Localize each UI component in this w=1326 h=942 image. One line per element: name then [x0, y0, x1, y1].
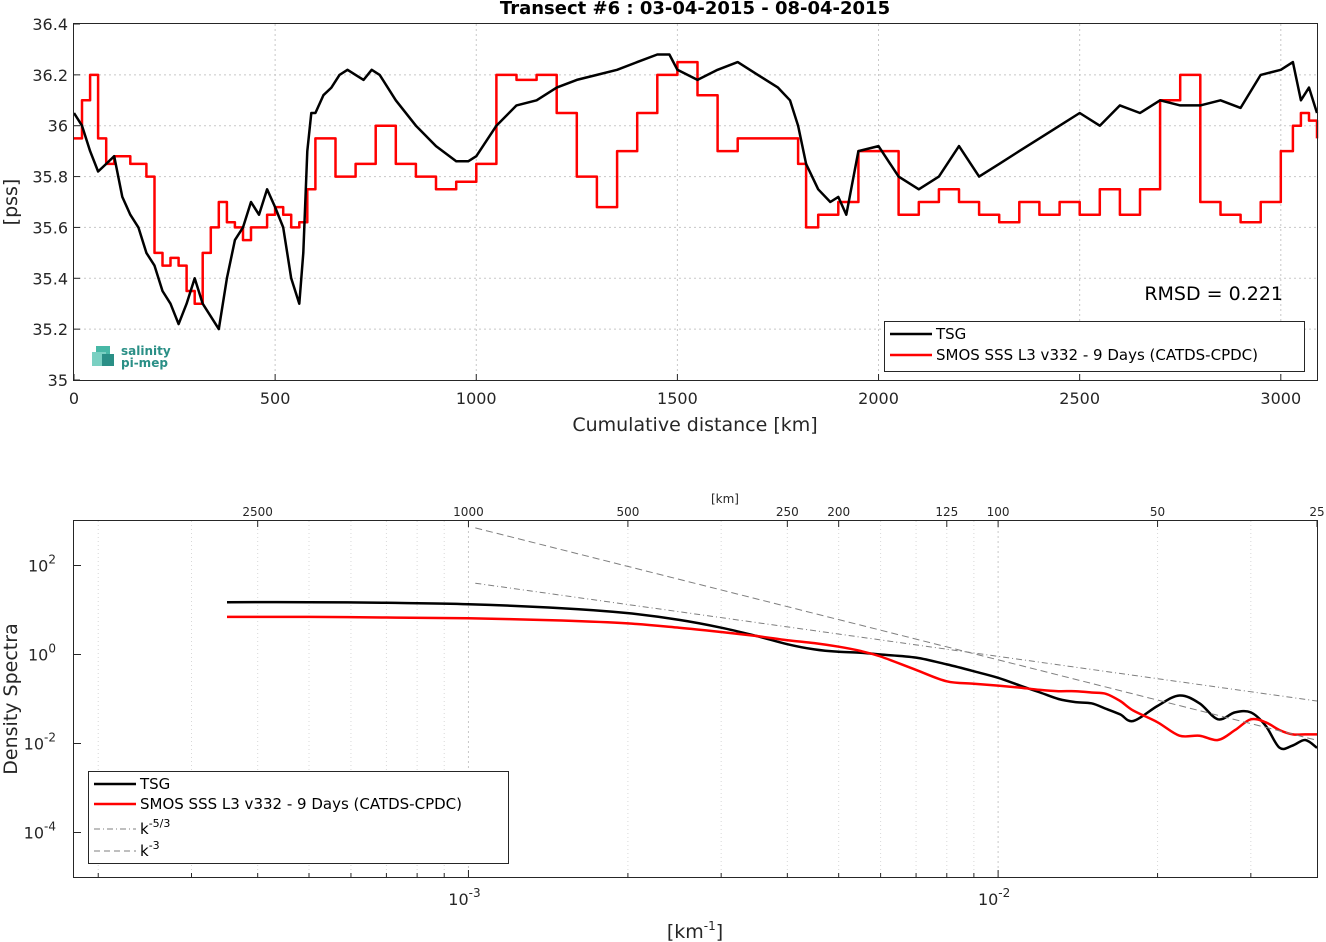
bottom-y-tick-exp-1: -2 — [44, 731, 56, 745]
top-chart-series — [72, 53, 1319, 331]
bottom-top-tick-label-1000: 1000 — [453, 505, 484, 519]
top-y-tick-label-6: 36.2 — [32, 66, 68, 85]
bottom-x-tick-exp-1: -2 — [998, 886, 1010, 900]
bottom-x-tick-exp-0: -3 — [469, 886, 481, 900]
top-y-tick-label-4: 35.8 — [32, 168, 68, 187]
bottom-chart-legend: TSG SMOS SSS L3 v332 - 9 Days (CATDS-CPD… — [88, 771, 509, 864]
top-x-tick-label-2500: 2500 — [1059, 389, 1100, 408]
bottom-legend-box — [88, 771, 509, 864]
top-series-line-smos-sss-l3-v332-9-days-catds-cpdc — [74, 60, 1319, 305]
bottom-top-tick-label-200: 200 — [827, 505, 850, 519]
bottom-y-tick-base-3: 10 — [28, 557, 48, 576]
bottom-legend-label-tsg: TSG — [139, 775, 170, 793]
top-x-tick-label-3000: 3000 — [1260, 389, 1301, 408]
top-y-tick-label-7: 36.4 — [32, 15, 68, 34]
bottom-y-tick-exp-3: 2 — [48, 553, 56, 567]
bottom-y-tick-label-3: 102 — [28, 553, 56, 576]
bottom-y-tick-exp-2: 0 — [48, 642, 56, 656]
top-chart-y-label: [pss] — [0, 179, 22, 226]
top-x-tick-label-1500: 1500 — [657, 389, 698, 408]
bottom-legend-k3-sup: -3 — [149, 839, 160, 852]
rmsd-annotation: RMSD = 0.221 — [1144, 283, 1283, 305]
top-y-tick-label-5: 36 — [48, 117, 68, 136]
bottom-x-tick-base-1: 10 — [978, 890, 998, 909]
bottom-x-tick-base-0: 10 — [448, 890, 468, 909]
bottom-x-tick-label-0: 10-3 — [448, 886, 480, 909]
top-chart-y-ticks: 35 35.2 35.4 35.6 35.8 36 36.2 36.4 — [32, 15, 80, 390]
bottom-y-tick-label-0: 10-4 — [24, 820, 56, 843]
bottom-chart-top-axis-label: [km] — [711, 492, 739, 506]
bottom-top-tick-label-250: 250 — [776, 505, 799, 519]
top-legend-label-smos: SMOS SSS L3 v332 - 9 Days (CATDS-CPDC) — [936, 346, 1258, 364]
bottom-x-label-base: [km — [667, 921, 704, 942]
bottom-chart-x-label: [km-1] — [667, 919, 723, 942]
bottom-x-tick-label-1: 10-2 — [978, 886, 1010, 909]
bottom-chart-axes-box — [73, 520, 1318, 878]
bottom-y-tick-label-2: 100 — [28, 642, 56, 665]
bottom-x-label-tail: ] — [716, 921, 723, 942]
bottom-legend-label-k53: k-5/3 — [140, 817, 170, 838]
salinity-pi-mep-logo: salinity pi-mep — [92, 344, 171, 370]
bottom-y-tick-base-0: 10 — [24, 824, 44, 843]
top-chart-x-label: Cumulative distance [km] — [572, 414, 817, 436]
logo-text-line2: pi-mep — [121, 356, 168, 370]
top-legend-label-tsg: TSG — [935, 325, 966, 343]
bottom-top-tick-label-500: 500 — [616, 505, 639, 519]
top-y-tick-label-3: 35.6 — [32, 218, 68, 237]
bottom-chart-x-ticks: 10-3 10-2 — [97, 870, 1252, 909]
top-y-tick-label-1: 35.2 — [32, 320, 68, 339]
bottom-top-tick-label-125: 125 — [935, 505, 958, 519]
top-x-tick-label-500: 500 — [260, 389, 291, 408]
top-chart-legend: TSG SMOS SSS L3 v332 - 9 Days (CATDS-CPD… — [884, 321, 1305, 372]
logo-text-line1: salinity — [121, 344, 171, 358]
top-y-tick-label-0: 35 — [48, 371, 68, 390]
bottom-top-tick-label-50: 50 — [1150, 505, 1165, 519]
bottom-series-line-k-3-3 — [475, 527, 1318, 741]
bottom-legend-k3-base: k — [140, 842, 149, 860]
top-legend-box — [884, 321, 1305, 372]
bottom-top-tick-label-100: 100 — [987, 505, 1010, 519]
top-chart-axes-box — [73, 23, 1318, 381]
bottom-y-tick-exp-0: -4 — [44, 820, 56, 834]
top-series-line-tsg — [72, 53, 1319, 331]
bottom-series-line-smos-sss-l3-v332-9-days-catds-cpdc-1 — [226, 615, 1317, 742]
bottom-chart-top-ticks: 2500 1000 500 250 200 125 100 50 25 — [242, 505, 1325, 527]
bottom-legend-k53-base: k — [140, 820, 149, 838]
bottom-chart-series — [226, 527, 1318, 751]
top-chart: Transect #6 : 03-04-2015 - 08-04-2015 0 5… — [0, 0, 1319, 436]
bottom-series-line-k-5-3-2 — [475, 582, 1318, 702]
top-chart-title: Transect #6 : 03-04-2015 - 08-04-2015 — [500, 0, 890, 19]
bottom-y-tick-base-2: 10 — [28, 646, 48, 665]
bottom-legend-label-smos: SMOS SSS L3 v332 - 9 Days (CATDS-CPDC) — [140, 795, 462, 813]
bottom-top-tick-label-25: 25 — [1309, 505, 1324, 519]
top-x-tick-label-0: 0 — [69, 389, 79, 408]
logo-mark-front — [102, 354, 114, 366]
top-x-tick-label-1000: 1000 — [456, 389, 497, 408]
top-x-tick-label-2000: 2000 — [858, 389, 899, 408]
bottom-series-line-tsg-0 — [226, 600, 1318, 751]
top-y-tick-label-2: 35.4 — [32, 269, 68, 288]
top-chart-x-ticks: 0 500 1000 1500 2000 2500 3000 — [69, 374, 1301, 408]
bottom-top-tick-label-2500: 2500 — [242, 505, 273, 519]
bottom-legend-label-k3: k-3 — [140, 839, 160, 860]
bottom-x-label-sup: -1 — [704, 919, 716, 933]
bottom-chart-y-label: Density Spectra — [0, 623, 22, 774]
bottom-y-tick-base-1: 10 — [24, 735, 44, 754]
bottom-y-tick-label-1: 10-2 — [24, 731, 56, 754]
bottom-legend-k53-sup: -5/3 — [149, 817, 171, 830]
